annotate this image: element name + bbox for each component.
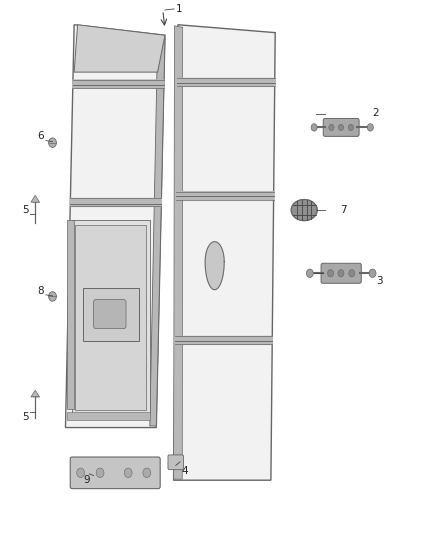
Circle shape (49, 292, 57, 301)
Circle shape (338, 270, 344, 277)
Polygon shape (31, 195, 39, 202)
Polygon shape (70, 204, 161, 206)
Circle shape (369, 269, 376, 278)
Polygon shape (73, 80, 164, 85)
Polygon shape (74, 25, 165, 72)
Text: 4: 4 (181, 466, 188, 477)
Text: 8: 8 (38, 286, 44, 296)
Text: 3: 3 (376, 276, 382, 286)
FancyBboxPatch shape (323, 118, 359, 136)
FancyBboxPatch shape (321, 263, 361, 283)
Text: 5: 5 (22, 205, 29, 215)
Polygon shape (177, 83, 275, 86)
Polygon shape (173, 26, 183, 479)
Polygon shape (83, 288, 139, 341)
Circle shape (349, 270, 355, 277)
Polygon shape (150, 38, 165, 426)
Circle shape (306, 269, 313, 278)
Text: 1: 1 (176, 4, 182, 14)
Text: 7: 7 (340, 205, 347, 215)
Circle shape (348, 124, 353, 131)
Polygon shape (176, 192, 274, 196)
Circle shape (124, 468, 132, 478)
Polygon shape (291, 199, 317, 221)
Polygon shape (72, 220, 150, 414)
Circle shape (143, 468, 151, 478)
Circle shape (96, 468, 104, 478)
Text: 9: 9 (84, 475, 90, 485)
Polygon shape (67, 412, 150, 419)
Circle shape (49, 138, 57, 148)
FancyBboxPatch shape (94, 300, 126, 328)
Text: 6: 6 (38, 131, 44, 141)
Polygon shape (205, 241, 224, 290)
Polygon shape (173, 25, 275, 480)
Polygon shape (175, 336, 272, 341)
Polygon shape (31, 390, 39, 397)
FancyBboxPatch shape (168, 455, 184, 470)
Circle shape (338, 124, 343, 131)
Circle shape (329, 124, 334, 131)
Polygon shape (73, 85, 164, 88)
Circle shape (328, 270, 334, 277)
Circle shape (311, 124, 317, 131)
Polygon shape (67, 220, 74, 409)
Polygon shape (75, 225, 146, 410)
Polygon shape (175, 341, 272, 344)
Text: 2: 2 (372, 108, 379, 118)
Circle shape (367, 124, 373, 131)
Polygon shape (176, 196, 274, 199)
Polygon shape (66, 25, 165, 427)
Text: 5: 5 (22, 412, 29, 422)
FancyBboxPatch shape (70, 457, 160, 489)
Circle shape (77, 468, 85, 478)
Polygon shape (177, 78, 275, 83)
Polygon shape (70, 198, 161, 204)
